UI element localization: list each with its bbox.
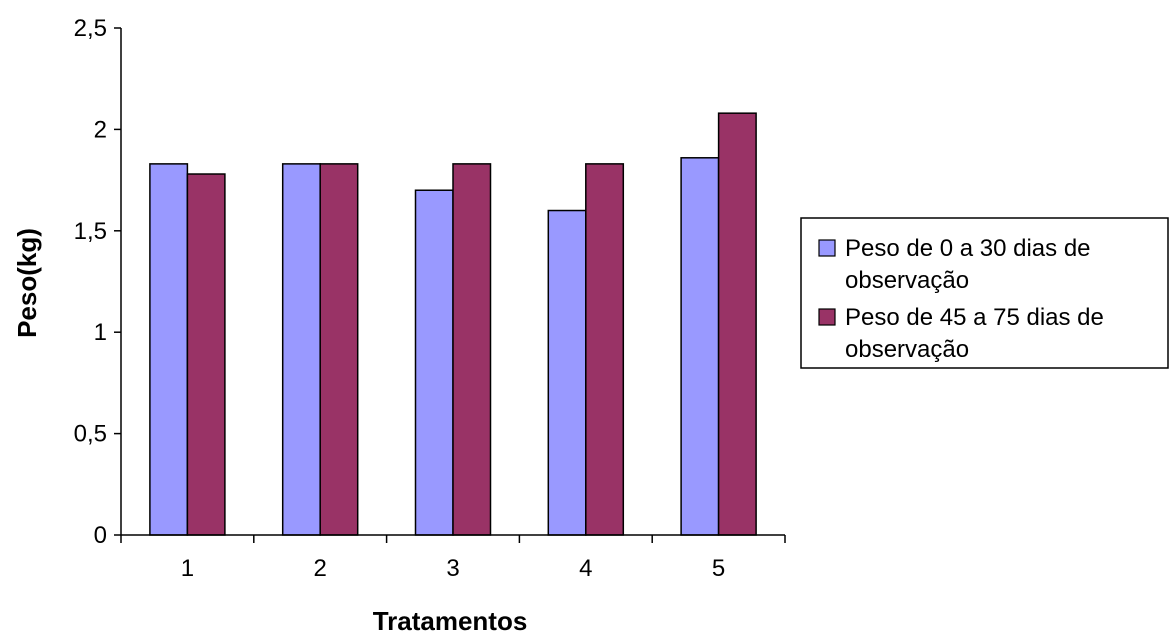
x-tick-label: 4 [579,555,592,582]
bar-series-1-cat-5 [680,157,720,536]
bar-series-2-cat-5 [717,112,757,536]
legend-swatch-series-2 [818,308,836,326]
y-tick-label: 1 [94,319,107,346]
bar-series-2-cat-1 [186,173,226,536]
plot-area: 0 0,5 1 1,5 2 2,5 [74,15,786,549]
bar-series-1-cat-4 [547,209,587,536]
bar-series-2-cat-2 [319,163,359,536]
y-tick-label: 0,5 [74,421,107,448]
x-axis-title: Tratamentos [373,606,528,636]
legend-box [800,217,1169,369]
y-tick-label: 1,5 [74,218,107,245]
bar-series-1-cat-3 [414,189,454,536]
x-tick-label: 1 [181,555,194,582]
legend-label-series-1: observação [845,267,969,294]
legend-label-series-2: Peso de 45 a 75 dias de [845,304,1104,331]
bar-series-2-cat-3 [452,163,492,536]
legend-swatch-series-1 [818,239,836,257]
legend: Peso de 0 a 30 dias de observação Peso de … [800,217,1169,369]
x-tick-label: 5 [712,555,725,582]
bar-series-2-cat-4 [585,163,625,536]
bar-series-1-cat-1 [149,163,189,536]
y-tick-label: 2 [94,116,107,143]
y-tick-label: 0 [94,522,107,549]
x-tick-label: 3 [446,555,459,582]
legend-label-series-2: observação [845,336,969,363]
legend-label-series-1: Peso de 0 a 30 dias de [845,235,1091,262]
y-axis-title: Peso(kg) [12,228,42,338]
bar-series-1-cat-2 [281,163,321,536]
x-tick-label: 2 [314,555,327,582]
y-tick-label: 2,5 [74,15,107,42]
